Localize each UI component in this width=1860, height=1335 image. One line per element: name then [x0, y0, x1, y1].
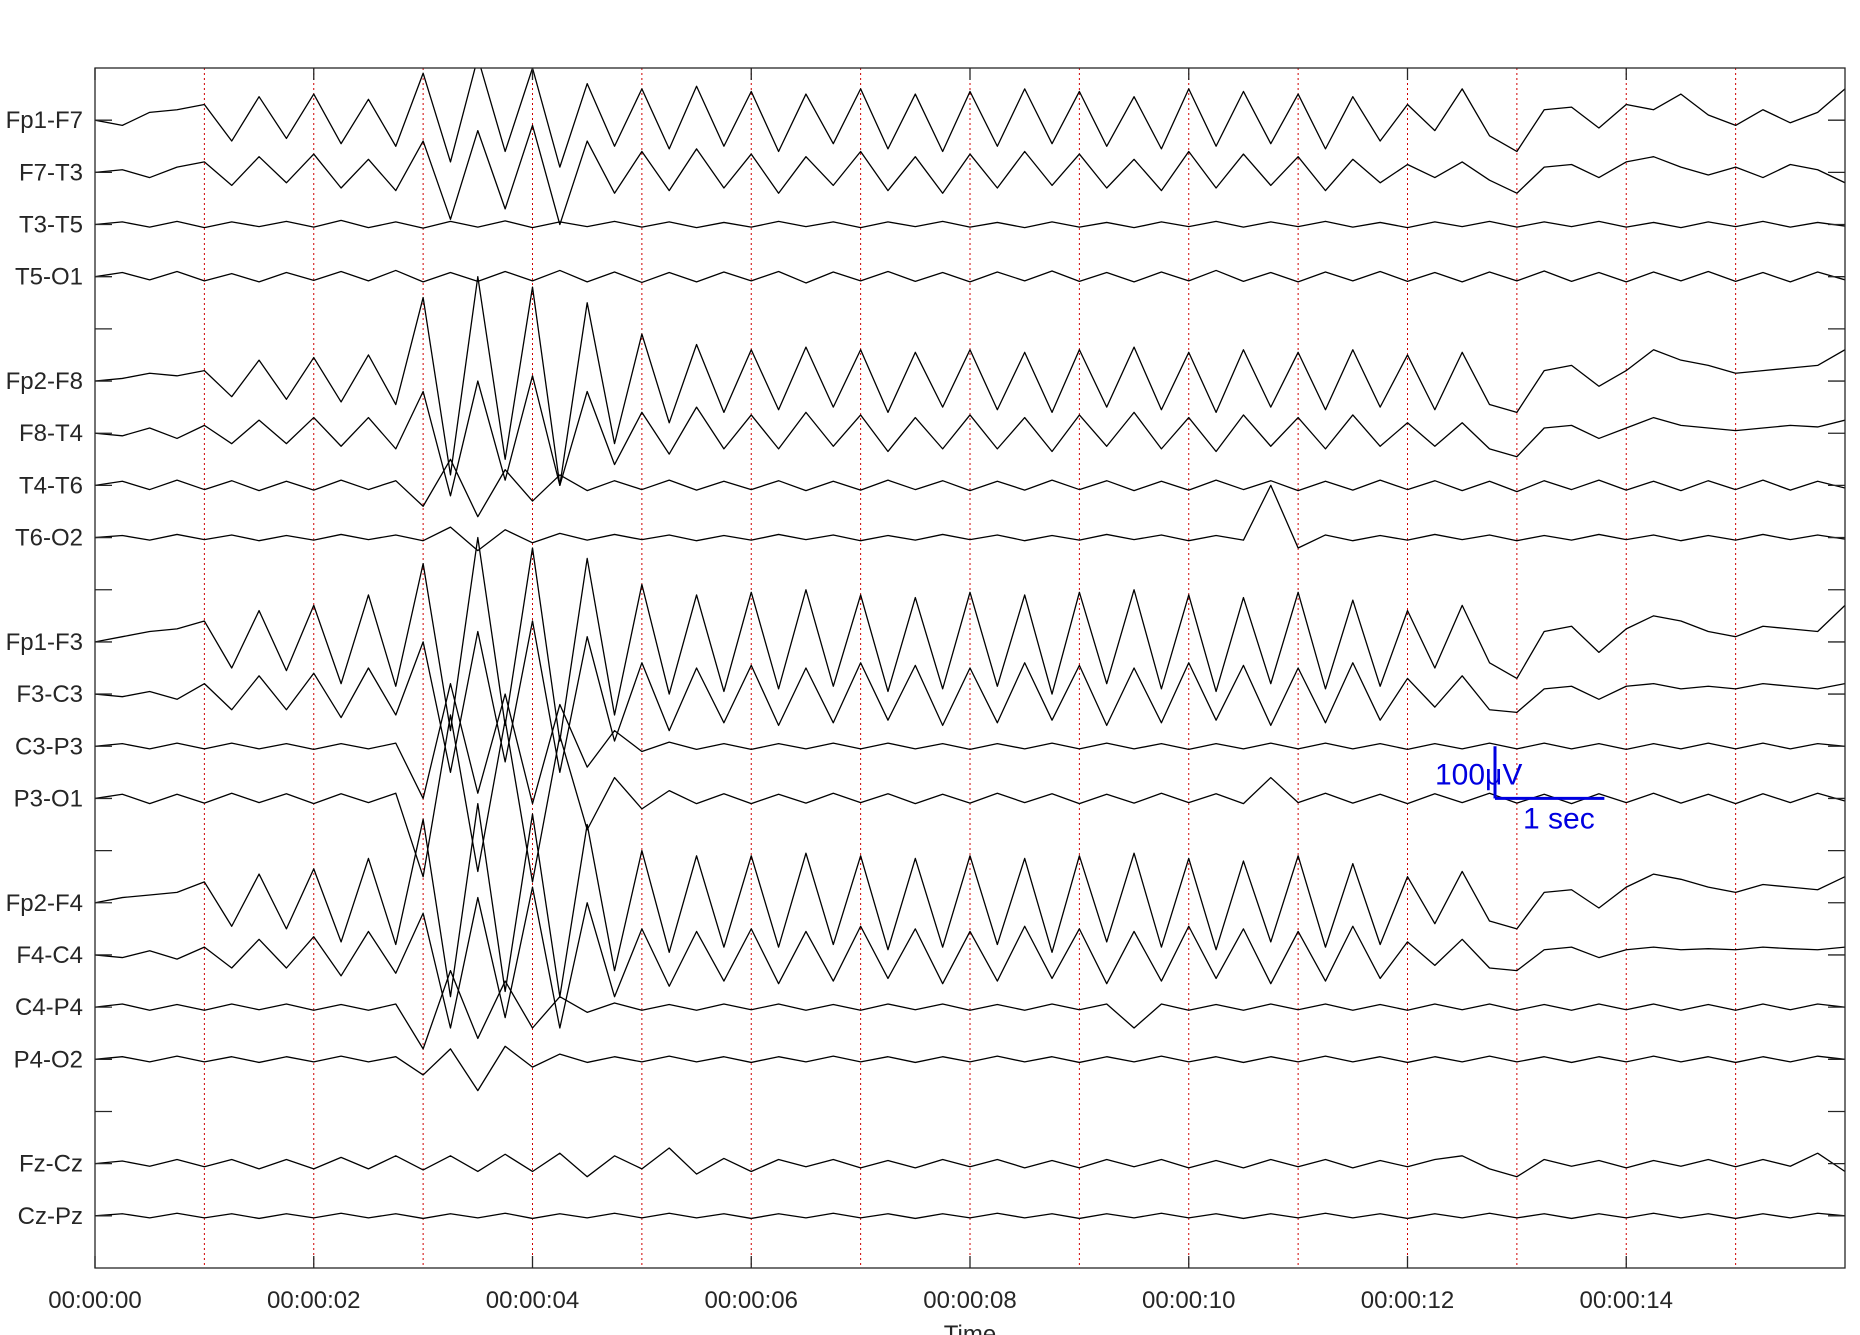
channel-label: Cz-Pz: [18, 1203, 83, 1230]
x-tick-label: 00:00:00: [48, 1287, 141, 1314]
traces: [95, 68, 1845, 1220]
channel-label: F8-T4: [19, 420, 83, 447]
x-tick-label: 00:00:14: [1580, 1287, 1673, 1314]
eeg-trace: [95, 803, 1845, 998]
x-tick-label: 00:00:10: [1142, 1287, 1235, 1314]
channel-label: T4-T6: [19, 472, 83, 499]
eeg-trace: [95, 269, 1845, 284]
eeg-trace: [95, 375, 1845, 497]
axes: 00:00:00 00:00:02 00:00:04 00:00:06 00:00:08…: [6, 68, 1845, 1314]
x-tick-label: 00:00:12: [1361, 1287, 1454, 1314]
eeg-trace: [95, 276, 1845, 487]
channel-label: T6-O2: [15, 525, 83, 552]
channel-label: F4-C4: [16, 942, 83, 969]
eeg-trace: [95, 1147, 1845, 1178]
x-tick-label: 00:00:06: [705, 1287, 798, 1314]
channel-label: T5-O1: [15, 264, 83, 291]
grid: [203, 68, 1737, 1268]
channel-label: Fp2-F8: [6, 368, 83, 395]
scale-bar-duration-label: 1 sec: [1523, 802, 1595, 835]
eeg-trace: [95, 886, 1845, 1029]
channel-label: F7-T3: [19, 159, 83, 186]
scale-bar-amplitude-label: 100μV: [1435, 758, 1522, 791]
eeg-trace: [95, 219, 1845, 229]
eeg-trace: [95, 620, 1845, 773]
x-tick-label: 00:00:04: [486, 1287, 579, 1314]
channel-label: Fp1-F7: [6, 107, 83, 134]
eeg-trace: [95, 458, 1845, 518]
channel-label: Fp2-F4: [6, 890, 83, 917]
x-axis-label: Time: [944, 1321, 996, 1335]
channel-label: C3-P3: [15, 733, 83, 760]
eeg-trace: [95, 124, 1845, 226]
channel-label: F3-C3: [16, 681, 83, 708]
channel-label: P4-O2: [14, 1046, 83, 1073]
eeg-trace: [95, 536, 1845, 742]
channel-label: T3-T5: [19, 212, 83, 239]
channel-label: P3-O1: [14, 785, 83, 812]
eeg-trace: [95, 1045, 1845, 1092]
channel-label: Fz-Cz: [19, 1151, 83, 1178]
eeg-trace: [95, 683, 1845, 805]
channel-label: C4-P4: [15, 994, 83, 1021]
x-tick-label: 00:00:08: [923, 1287, 1016, 1314]
eeg-trace: [95, 484, 1845, 552]
channel-label: Fp1-F3: [6, 629, 83, 656]
eeg-trace: [95, 1212, 1845, 1220]
eeg-trace: [95, 68, 1845, 168]
x-tick-label: 00:00:02: [267, 1287, 360, 1314]
eeg-trace: [95, 969, 1845, 1050]
